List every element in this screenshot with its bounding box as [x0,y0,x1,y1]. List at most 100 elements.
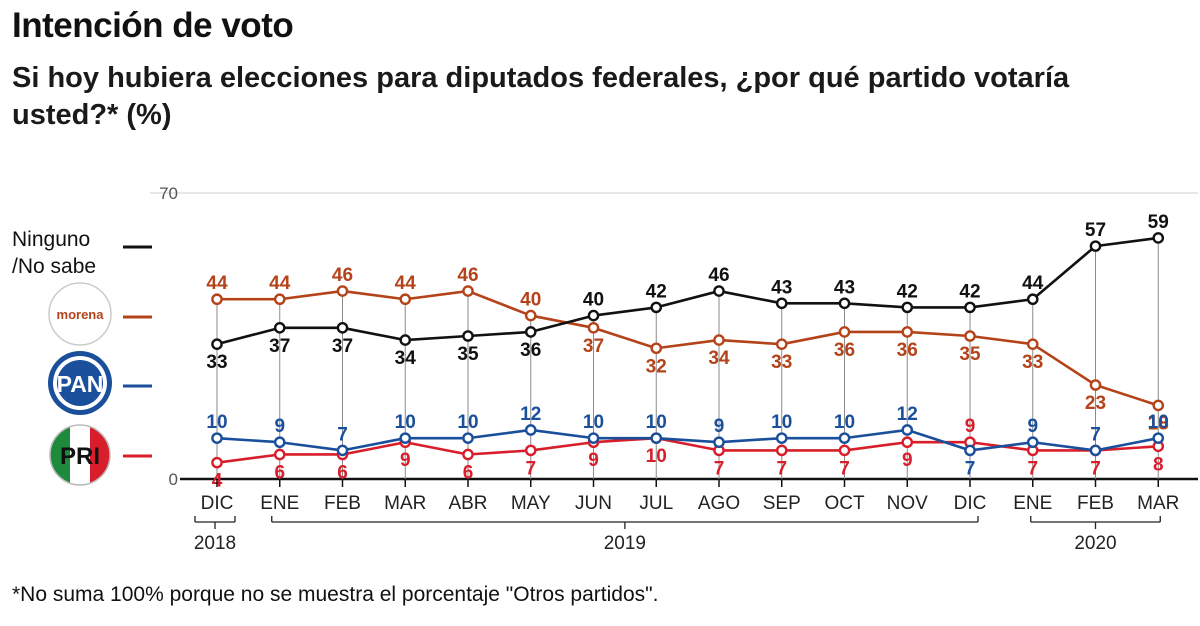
x-tick-label-8: AGO [698,493,740,514]
point-s1-9 [775,338,788,350]
data-label-s1-10: 36 [834,340,855,361]
data-label-s2-9: 10 [771,412,792,433]
x-tick-label-11: NOV [887,493,929,514]
point-s2-5 [524,424,537,436]
y-axis-label-0: 0 [169,470,178,489]
data-label-s2-14: 7 [1090,424,1101,445]
data-label-s0-3: 34 [395,348,417,369]
data-labels-layer: 33 37 37 34 35 36 40 42 46 43 43 42 42 44 57 59 44 44 46 44… [206,212,1168,492]
data-label-s1-1: 44 [269,273,291,294]
data-label-s3-10: 7 [839,458,850,479]
pri-logo-text: PRI [60,443,100,470]
data-label-s0-1: 37 [269,336,290,357]
point-s0-6 [587,309,600,322]
point-s2-6 [587,432,600,444]
data-label-s2-10: 10 [834,412,855,433]
footnote: *No suma 100% porque no se muestra el po… [12,583,659,606]
x-tick-label-5: MAY [511,493,551,514]
point-s2-1 [273,436,286,449]
data-label-s3-7: 10 [646,446,667,467]
x-tick-label-6: JUN [575,493,612,514]
data-label-s1-3: 44 [395,273,417,294]
data-label-s0-10: 43 [834,277,855,298]
data-label-s3-4: 6 [463,462,474,483]
data-label-s0-8: 46 [708,265,729,286]
data-label-s2-13: 9 [1027,416,1038,437]
point-s0-11 [901,301,914,314]
point-s3-5 [524,444,537,457]
point-s1-12 [964,330,976,342]
point-s3-1 [273,448,286,461]
data-label-s3-3: 9 [400,450,411,471]
data-label-s3-12: 9 [965,416,976,437]
data-label-s3-11: 9 [902,450,913,471]
point-s1-6 [587,322,600,334]
data-label-s3-8: 7 [714,458,725,479]
data-label-s2-7: 10 [646,412,667,433]
point-s2-10 [838,432,851,444]
data-label-s3-6: 9 [588,450,599,471]
chart-axes: 0 70 [150,184,1198,489]
x-axis-ticks: DIC ENE FEB MAR ABR MAY JUN JUL AGO SEP OCT NOV DIC E… [194,479,1179,554]
data-label-s1-8: 34 [708,348,730,369]
vertical-guides [216,237,1159,479]
data-label-s2-6: 10 [583,412,604,433]
data-label-s2-1: 9 [274,416,285,437]
x-tick-label-13: ENE [1013,493,1052,514]
x-tick-label-15: MAR [1137,493,1179,514]
pan-logo-text: PAN [57,371,104,397]
data-label-s1-5: 40 [520,290,541,311]
point-s1-1 [273,293,286,306]
legend: Ninguno /No sabe morena PAN PRI [12,228,152,486]
x-tick-label-12: DIC [954,493,987,514]
point-s0-9 [775,297,788,310]
data-label-s0-11: 42 [897,281,918,302]
series-line-2 [216,428,1159,452]
point-s3-10 [838,444,851,457]
data-label-s1-11: 36 [897,340,918,361]
morena-logo: morena [48,282,112,346]
chart-title: Intención de voto [12,6,294,45]
data-label-s0-0: 33 [206,352,227,373]
year-label-0: 2018 [194,533,236,554]
point-s1-7 [650,342,663,355]
data-label-s0-2: 37 [332,336,353,357]
data-label-s1-14: 23 [1085,393,1106,414]
data-label-s3-1: 6 [274,462,285,483]
data-label-s2-4: 10 [457,412,478,433]
data-label-s1-7: 32 [646,356,667,377]
data-label-s3-5: 7 [525,458,536,479]
x-tick-label-2: FEB [324,493,361,514]
data-label-s2-0: 10 [206,412,227,433]
point-s1-2 [336,285,349,297]
legend-ninguno-line1: Ninguno [12,228,90,251]
point-s0-2 [336,322,349,334]
point-s1-14 [1089,379,1102,391]
x-tick-label-4: ABR [448,493,487,514]
point-s1-5 [524,309,537,322]
data-label-s0-13: 44 [1022,273,1044,294]
point-s1-11 [901,326,914,338]
data-label-s2-12: 7 [965,458,976,479]
point-s1-0 [211,293,223,306]
data-label-s3-14: 7 [1090,458,1101,479]
legend-ninguno-line2: /No sabe [12,255,96,278]
data-label-s2-8: 9 [714,416,725,437]
point-s2-7 [650,432,663,444]
series-line-0 [216,236,1159,346]
point-s3-11 [901,436,914,449]
point-s0-3 [399,334,412,346]
data-label-s0-4: 35 [457,344,479,365]
data-label-s1-0: 44 [206,273,228,294]
x-tick-label-10: OCT [824,493,865,514]
point-s0-13 [1026,293,1039,306]
data-label-s2-3: 10 [395,412,416,433]
data-label-s0-6: 40 [583,290,604,311]
point-s2-9 [775,432,788,444]
point-s2-12 [964,444,976,457]
point-s1-4 [462,285,474,297]
x-tick-label-3: MAR [384,493,426,514]
x-tick-label-0: DIC [201,493,234,514]
data-label-s3-15: 8 [1153,454,1164,475]
data-label-s3-2: 6 [337,462,348,483]
